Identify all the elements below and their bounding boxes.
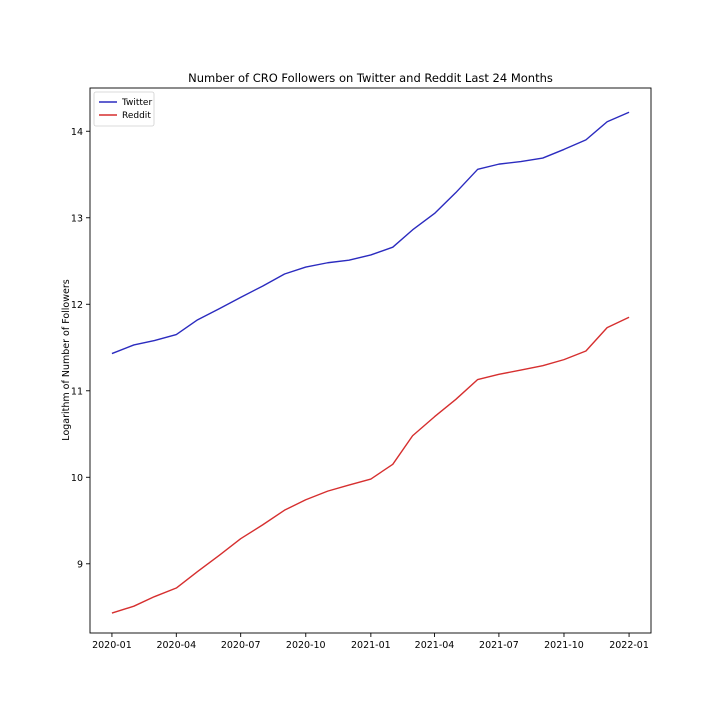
legend-label-twitter: Twitter: [121, 98, 152, 108]
x-tick-label: 2021-04: [415, 640, 455, 651]
x-tick-label: 2020-04: [156, 640, 196, 651]
y-tick-label: 12: [71, 300, 83, 311]
y-tick-label: 13: [71, 213, 83, 224]
x-tick-label: 2020-07: [221, 640, 261, 651]
y-axis-label: Logarithm of Number of Followers: [61, 279, 72, 440]
y-tick-label: 9: [77, 559, 83, 570]
series-line-reddit: [111, 316, 630, 614]
x-tick-label: 2022-01: [609, 640, 649, 651]
plot-area: [89, 87, 652, 634]
y-tick-label: 10: [71, 473, 83, 484]
series-line-twitter: [111, 111, 630, 355]
x-tick-label: 2021-01: [351, 640, 391, 651]
series-lines: [111, 111, 630, 614]
chart-title: Number of CRO Followers on Twitter and R…: [188, 71, 553, 85]
legend-label-reddit: Reddit: [122, 111, 151, 121]
legend: Twitter Reddit: [93, 91, 155, 127]
x-tick-label: 2021-07: [479, 640, 519, 651]
x-tick-label: 2020-01: [92, 640, 132, 651]
legend-box: [93, 91, 155, 127]
x-axis: 2020-01 2020-04 2020-07 2020-10 2021-01 2021-…: [92, 633, 649, 651]
x-tick-label: 2021-10: [544, 640, 584, 651]
y-tick-label: 14: [71, 127, 83, 138]
y-axis: 9 10 11 12 13 14: [71, 127, 90, 570]
x-tick-label: 2020-10: [286, 640, 326, 651]
y-tick-label: 11: [71, 386, 83, 397]
